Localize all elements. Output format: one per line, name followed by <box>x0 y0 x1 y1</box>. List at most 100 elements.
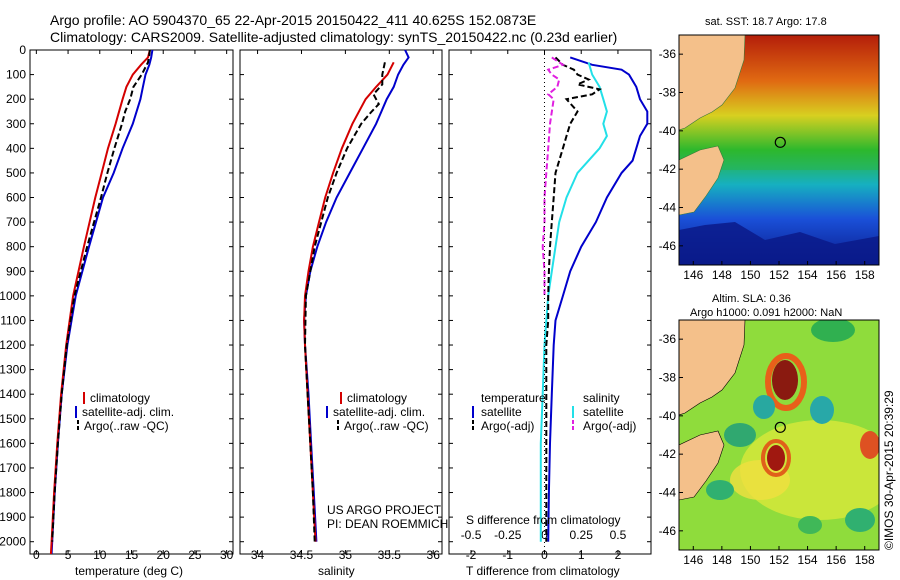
temperature-legend: climatology satellite-adj. clim. Argo(..… <box>75 391 174 433</box>
depth-tick-label: 1600 <box>0 436 26 450</box>
sst-lat-label: -38 <box>659 86 677 100</box>
sst-lon-label: 152 <box>769 268 789 282</box>
sla-eddy-negative <box>753 395 775 419</box>
difference-t-tick-label: 2 <box>615 548 622 562</box>
temperature-tick-label: 5 <box>65 548 72 562</box>
sla-eddy-positive <box>860 431 879 459</box>
mainland-australia <box>679 320 746 416</box>
sla-eddy-negative <box>845 508 875 532</box>
temperature-xlabel: temperature (deg C) <box>75 564 183 578</box>
sla-lon-label: 152 <box>769 553 789 567</box>
sst-map-ticks: 146 148 150 152 154 156 158 -36 -38 -40 -42 -44 -46 <box>659 47 875 282</box>
legend-label-t-satellite: satellite <box>481 405 522 419</box>
depth-tick-label: 300 <box>6 117 26 131</box>
series-argo-line <box>51 49 151 542</box>
legend-label-climatology: climatology <box>347 391 407 405</box>
depth-tick-label: 800 <box>6 240 26 254</box>
header-title-line2: Climatology: CARS2009. Satellite-adjuste… <box>50 29 617 45</box>
sla-lat-label: -36 <box>659 332 677 346</box>
sla-lon-label: 148 <box>712 553 732 567</box>
sla-map <box>679 320 879 550</box>
salinity-tick-label: 34 <box>251 548 265 562</box>
sst-lon-label: 156 <box>826 268 846 282</box>
sst-map <box>679 35 879 265</box>
series-t-argo-line <box>545 56 603 542</box>
depth-tick-label: 1400 <box>0 387 26 401</box>
depth-tick-label: 1800 <box>0 486 26 500</box>
salinity-xlabel: salinity <box>318 564 355 578</box>
depth-tick-label: 1700 <box>0 461 26 475</box>
sst-lon-label: 154 <box>798 268 818 282</box>
sla-lon-label: 154 <box>798 553 818 567</box>
sla-eddy-negative <box>706 480 734 500</box>
sla-lat-label: -38 <box>659 371 677 385</box>
sst-lat-label: -42 <box>659 162 677 176</box>
header-title-line1: Argo profile: AO 5904370_65 22-Apr-2015 … <box>50 12 536 28</box>
difference-t-tick-label: 1 <box>578 548 585 562</box>
difference-t-tick-label: -2 <box>466 548 477 562</box>
sla-lon-label: 158 <box>855 553 875 567</box>
sla-map-ticks: 146 148 150 152 154 156 158 -36 -38 -40 -42 -44 -46 <box>659 332 875 567</box>
salinity-tick-label: 34.5 <box>290 548 314 562</box>
sla-map-subtitle: Argo h1000: 0.091 h2000: NaN <box>690 307 842 319</box>
depth-tick-label: 1000 <box>0 289 26 303</box>
depth-tick-label: 500 <box>6 166 26 180</box>
sst-lon-label: 148 <box>712 268 732 282</box>
depth-tick-label: 1900 <box>0 510 26 524</box>
temperature-tick-label: 10 <box>93 548 107 562</box>
sla-lon-label: 150 <box>740 553 760 567</box>
depth-tick-label: 400 <box>6 141 26 155</box>
sla-eddy-negative <box>811 320 855 342</box>
sla-lat-label: -42 <box>659 447 677 461</box>
sla-eddy-negative <box>810 396 834 424</box>
sla-eddy-negative <box>724 423 756 447</box>
depth-tick-label: 1300 <box>0 363 26 377</box>
temperature-tick-label: 30 <box>220 548 234 562</box>
difference-t-tick-label: -1 <box>502 548 513 562</box>
sst-band <box>679 150 879 170</box>
legend-label-s-satellite: satellite <box>583 405 624 419</box>
depth-tick-label: 900 <box>6 264 26 278</box>
sst-lon-label: 150 <box>740 268 760 282</box>
sla-lat-label: -40 <box>659 409 677 423</box>
depth-tick-label: 100 <box>6 68 26 82</box>
sst-lat-label: -36 <box>659 47 677 61</box>
mainland-australia <box>679 35 746 131</box>
temperature-tick-label: 0 <box>33 548 40 562</box>
sla-map-title: Altim. SLA: 0.36 <box>712 293 791 305</box>
difference-s-tick-label: 0.5 <box>610 528 627 542</box>
imos-credit: ©IMOS 30-Apr-2015 20:39:29 <box>882 390 896 550</box>
salinity-panel <box>239 49 443 555</box>
project-credit: US ARGO PROJECT <box>327 503 442 517</box>
salinity-tick-label: 36 <box>427 548 441 562</box>
difference-legend: temperature satellite Argo(-adj) salinit… <box>472 391 636 433</box>
legend-label-argo: Argo(..raw -QC) <box>84 419 169 433</box>
legend-title-temperature: temperature <box>481 391 546 405</box>
pi-credit: PI: DEAN ROEMMICH <box>327 517 448 531</box>
sla-eddy-ring <box>765 353 807 411</box>
series-argo-line <box>303 62 386 542</box>
temperature-tick-label: 20 <box>157 548 171 562</box>
depth-tick-label: 700 <box>6 215 26 229</box>
legend-title-salinity: salinity <box>583 391 620 405</box>
depth-tick-label: 1100 <box>0 313 26 327</box>
difference-s-tick-label: -0.25 <box>494 528 522 542</box>
sla-eddy-positive <box>767 445 785 471</box>
difference-s-tick-label: -0.5 <box>461 528 482 542</box>
series-t-satellite-line <box>547 56 649 542</box>
salinity-legend: climatology satellite-adj. clim. Argo(..… <box>326 391 448 531</box>
depth-tick-label: 200 <box>6 92 26 106</box>
temperature-tick-label: 15 <box>125 548 139 562</box>
sla-eddy-negative <box>798 516 822 534</box>
legend-label-argo: Argo(..raw -QC) <box>344 419 429 433</box>
sla-lon-label: 146 <box>683 553 703 567</box>
sst-cold-region <box>679 222 879 265</box>
tasmania <box>679 145 725 216</box>
series-s-argo-line <box>541 56 566 296</box>
depth-tick-label: 0 <box>19 43 26 57</box>
temperature-plot: 0 5 10 15 20 25 30 <box>33 49 234 562</box>
sla-lon-label: 156 <box>826 553 846 567</box>
argo-location-marker <box>774 136 786 148</box>
